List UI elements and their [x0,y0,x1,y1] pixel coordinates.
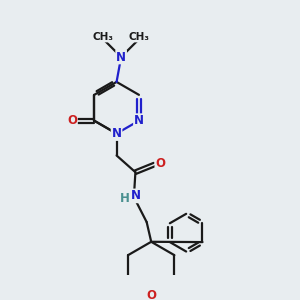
Text: CH₃: CH₃ [92,32,113,42]
Text: N: N [116,50,126,64]
Text: N: N [112,127,122,140]
Text: O: O [67,114,77,127]
Text: O: O [155,158,165,170]
Text: H: H [120,192,130,205]
Text: N: N [131,189,141,203]
Text: CH₃: CH₃ [129,32,150,42]
Text: O: O [146,289,156,300]
Text: N: N [134,114,144,127]
